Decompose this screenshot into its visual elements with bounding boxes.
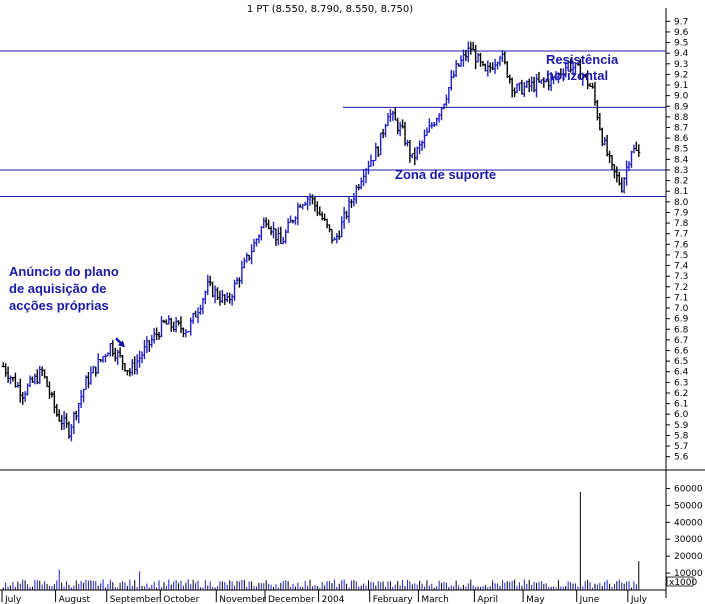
month-label: 2004	[322, 595, 345, 604]
month-label: December	[268, 595, 315, 604]
buyback-annotation-line: acções próprias	[9, 298, 109, 313]
price-tick-label: 9.4	[674, 49, 689, 59]
price-tick-label: 9.6	[674, 28, 689, 38]
volume-unit-label: x1000	[669, 578, 698, 588]
price-tick-label: 6.1	[674, 400, 688, 410]
volume-tick-label: 20000	[674, 552, 703, 562]
price-tick-label: 6.8	[674, 325, 689, 335]
month-label: May	[526, 595, 545, 604]
price-tick-label: 5.9	[674, 421, 689, 431]
month-label: July	[4, 595, 22, 604]
volume-tick-label: 50000	[674, 501, 703, 511]
price-tick-label: 8.3	[674, 166, 688, 176]
price-tick-label: 6.0	[674, 410, 689, 420]
volume-tick-label: 30000	[674, 535, 703, 545]
annotation-arrow-head	[117, 340, 125, 348]
price-tick-label: 5.8	[674, 431, 689, 441]
price-tick-label: 7.1	[674, 293, 688, 303]
price-tick-label: 9.1	[674, 81, 688, 91]
price-tick-label: 8.0	[674, 198, 689, 208]
axes: 9.79.69.59.49.39.29.19.08.98.88.78.68.58…	[0, 8, 705, 604]
month-label: October	[163, 595, 199, 604]
month-label: July	[630, 595, 648, 604]
price-tick-label: 6.9	[674, 315, 689, 325]
price-tick-label: 6.4	[674, 368, 689, 378]
price-tick-label: 8.6	[674, 134, 689, 144]
price-tick-label: 6.7	[674, 336, 688, 346]
price-tick-label: 9.0	[674, 92, 689, 102]
annotations: Anúncio do plano de aquisição de acções …	[9, 52, 622, 348]
resistance-annotation: Resistência horizontal	[546, 52, 622, 83]
buyback-annotation: Anúncio do plano de aquisição de acções …	[9, 264, 122, 313]
price-tick-label: 5.7	[674, 442, 688, 452]
month-label: September	[110, 595, 160, 604]
price-tick-label: 7.6	[674, 240, 689, 250]
price-tick-label: 7.3	[674, 272, 688, 282]
volume-tick-label: 10000	[674, 569, 703, 579]
resistance-annotation-line: Resistência	[546, 52, 619, 67]
month-label: June	[579, 595, 600, 604]
price-tick-label: 6.5	[674, 357, 688, 367]
month-label: November	[219, 595, 266, 604]
buyback-annotation-line: de aquisição de	[9, 281, 107, 296]
month-label: March	[421, 595, 448, 604]
price-tick-label: 6.2	[674, 389, 688, 399]
month-label: August	[59, 595, 91, 604]
annotation-arrow	[115, 337, 125, 348]
support-annotation-line: Zona de suporte	[395, 167, 496, 182]
volume-tick-label: 60000	[674, 484, 703, 494]
volume-tick-label: 40000	[674, 518, 703, 528]
buyback-annotation-line: Anúncio do plano	[9, 264, 119, 279]
price-bars	[1, 41, 641, 442]
price-tick-label: 7.8	[674, 219, 689, 229]
price-tick-label: 8.9	[674, 102, 689, 112]
price-tick-label: 7.9	[674, 208, 689, 218]
price-tick-label: 7.2	[674, 283, 688, 293]
month-label: February	[373, 595, 414, 604]
chart-title: 1 PT (8.550, 8.790, 8.550, 8.750)	[247, 4, 413, 15]
price-tick-label: 9.3	[674, 60, 688, 70]
volume-bars	[2, 491, 640, 590]
price-tick-label: 9.2	[674, 70, 688, 80]
price-tick-label: 8.5	[674, 145, 688, 155]
support-annotation: Zona de suporte	[395, 167, 496, 182]
price-tick-label: 6.3	[674, 378, 688, 388]
price-tick-label: 7.4	[674, 262, 689, 272]
price-tick-label: 9.5	[674, 39, 688, 49]
month-label: April	[477, 595, 498, 604]
price-tick-label: 7.7	[674, 230, 688, 240]
volume-unit-box	[666, 576, 694, 587]
price-tick-label: 7.0	[674, 304, 689, 314]
price-tick-label: 5.6	[674, 453, 689, 463]
price-tick-label: 8.2	[674, 177, 688, 187]
price-tick-label: 8.8	[674, 113, 689, 123]
price-tick-label: 8.4	[674, 155, 689, 165]
reference-lines	[0, 50, 666, 198]
price-tick-label: 6.6	[674, 347, 689, 357]
resistance-annotation-line: horizontal	[546, 68, 608, 83]
price-tick-label: 9.7	[674, 17, 688, 27]
price-tick-label: 8.1	[674, 187, 688, 197]
price-tick-label: 8.7	[674, 124, 688, 134]
price-tick-label: 7.5	[674, 251, 688, 261]
